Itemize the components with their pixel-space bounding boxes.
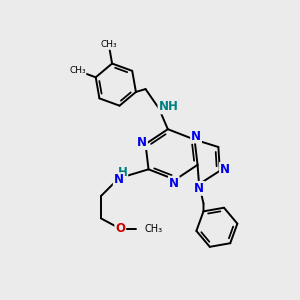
Text: N: N bbox=[114, 173, 124, 186]
Text: NH: NH bbox=[158, 100, 178, 113]
Text: N: N bbox=[137, 136, 147, 149]
Text: O: O bbox=[115, 222, 125, 235]
Text: N: N bbox=[194, 182, 204, 195]
Text: N: N bbox=[169, 177, 179, 190]
Text: CH₃: CH₃ bbox=[69, 66, 86, 75]
Text: H: H bbox=[117, 167, 127, 179]
Text: CH₃: CH₃ bbox=[144, 224, 162, 234]
Text: N: N bbox=[220, 163, 230, 176]
Text: N: N bbox=[191, 130, 201, 142]
Text: CH₃: CH₃ bbox=[100, 40, 117, 49]
